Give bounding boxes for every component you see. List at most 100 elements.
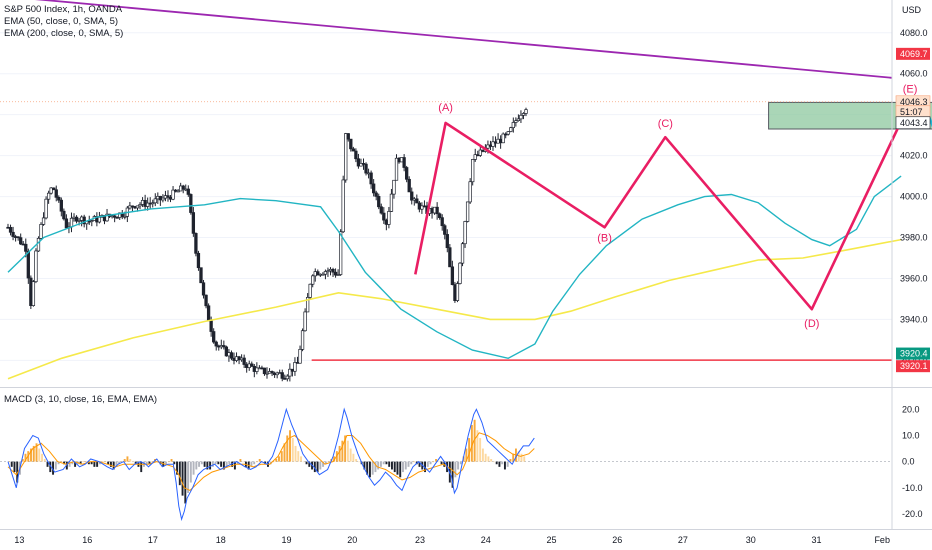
macd-legend: MACD (3, 10, close, 16, EMA, EMA) [4, 394, 157, 406]
candle-body [394, 157, 399, 181]
macd-histogram-bar [253, 461, 256, 465]
macd-histogram-bar [126, 456, 129, 462]
price-label-text: 3920.4 [900, 349, 928, 359]
macd-histogram-bar [324, 461, 327, 465]
candle-body [445, 234, 449, 249]
macd-histogram-bar [363, 461, 366, 470]
price-tick-label: 3960.0 [900, 273, 928, 283]
ema50-legend[interactable]: EMA (50, close, 0, SMA, 5) [4, 16, 119, 27]
candle-body [224, 346, 229, 357]
candle-body [372, 183, 376, 194]
macd-histogram-bar [495, 461, 498, 465]
candle-body [346, 133, 350, 140]
macd-histogram-bar [118, 461, 121, 465]
macd-histogram-bar [38, 448, 41, 462]
macd-histogram-bar [195, 461, 198, 470]
time-axis: 13 16 17 18 19 20 23 24 25 26 27 30 31 Feb [14, 535, 890, 545]
candle-body [344, 133, 348, 181]
macd-histogram-bar [242, 461, 245, 463]
candle-body [196, 252, 201, 269]
candle-body [341, 179, 345, 233]
candle-body [455, 283, 460, 301]
macd-histogram-bar [407, 461, 410, 467]
macd-histogram-bar [236, 461, 239, 465]
candle-body [242, 357, 246, 365]
candle-body [458, 262, 462, 284]
macd-histogram-bar [424, 461, 426, 473]
macd-histogram-bar [217, 461, 220, 465]
macd-histogram-bar [148, 461, 151, 465]
macd-histogram-bar [476, 430, 479, 462]
macd-histogram-bar [402, 461, 404, 473]
candle-body [11, 231, 15, 237]
macd-histogram-bar [68, 461, 71, 467]
macd-histogram-bar [228, 461, 231, 465]
candle-body [511, 122, 515, 129]
macd-histogram-bar [181, 461, 184, 496]
macd-histogram-bar [355, 459, 358, 462]
macd-histogram-bar [167, 461, 170, 463]
macd-histogram-bar [371, 461, 374, 475]
candle-body [506, 131, 510, 135]
macd-histogram-bar [54, 461, 57, 470]
macd-histogram-bar [429, 461, 432, 465]
candle-body [186, 188, 190, 195]
ema200-line [7, 238, 902, 380]
macd-histogram-bar [222, 461, 225, 470]
candle-body [19, 237, 23, 245]
macd-histogram-bar [233, 461, 236, 470]
macd-histogram-bar [272, 461, 275, 463]
macd-histogram-bar [465, 448, 468, 462]
macd-histogram-bar [313, 461, 316, 473]
time-tick-label: 30 [746, 535, 756, 545]
macd-histogram-bar [63, 461, 66, 465]
time-tick-label: 17 [148, 535, 158, 545]
main-legend: S&P 500 Index, 1h, OANDA EMA (50, close,… [4, 4, 123, 40]
candle-body [440, 217, 444, 227]
candle-body [435, 206, 439, 215]
descending-trendline [34, 0, 893, 79]
macd-histogram-bar [291, 438, 294, 462]
pattern-label: (C) [658, 118, 673, 130]
candle-body [262, 367, 267, 375]
macd-histogram-bar [297, 451, 300, 462]
candle-body [300, 330, 305, 350]
macd-histogram-bar [162, 461, 165, 467]
candle-body [62, 210, 66, 220]
macd-histogram-bar [410, 461, 413, 465]
candle-body [356, 158, 361, 167]
candle-body [509, 127, 513, 132]
candle-body [379, 206, 383, 214]
macd-histogram-bar [32, 445, 35, 462]
time-tick-label: 25 [546, 535, 556, 545]
candle-body [473, 154, 477, 160]
macd-tick-label: 10.0 [902, 430, 920, 440]
macd-histogram-bar [49, 461, 52, 473]
time-tick-label: 16 [82, 535, 92, 545]
macd-histogram-bar [129, 459, 132, 462]
macd-histogram-bar [123, 459, 126, 462]
macd-histogram-bar [165, 461, 167, 465]
candle-body [478, 149, 482, 156]
candle-body [26, 250, 30, 279]
macd-histogram-bar [404, 461, 407, 470]
macd-histogram-bar [8, 461, 10, 463]
macd-histogram-bar [413, 461, 415, 463]
abcde-pattern [414, 101, 912, 311]
symbol-title[interactable]: S&P 500 Index, 1h, OANDA [4, 4, 123, 15]
candle-body [308, 283, 312, 298]
candle-body [316, 271, 320, 276]
candle-body [161, 197, 165, 201]
macd-signal-line [7, 432, 535, 491]
macd-histogram-bar [198, 461, 201, 467]
macd-histogram-bar [258, 459, 261, 462]
macd-histogram-bar [338, 445, 341, 462]
candle-body [443, 225, 447, 235]
time-tick-label: 13 [14, 535, 24, 545]
candle-body [471, 159, 475, 183]
candle-body [382, 212, 386, 221]
ema200-legend[interactable]: EMA (200, close, 0, SMA, 5) [4, 28, 124, 39]
macd-legend-label[interactable]: MACD (3, 10, close, 16, EMA, EMA) [4, 394, 158, 405]
candle-body [311, 275, 315, 285]
